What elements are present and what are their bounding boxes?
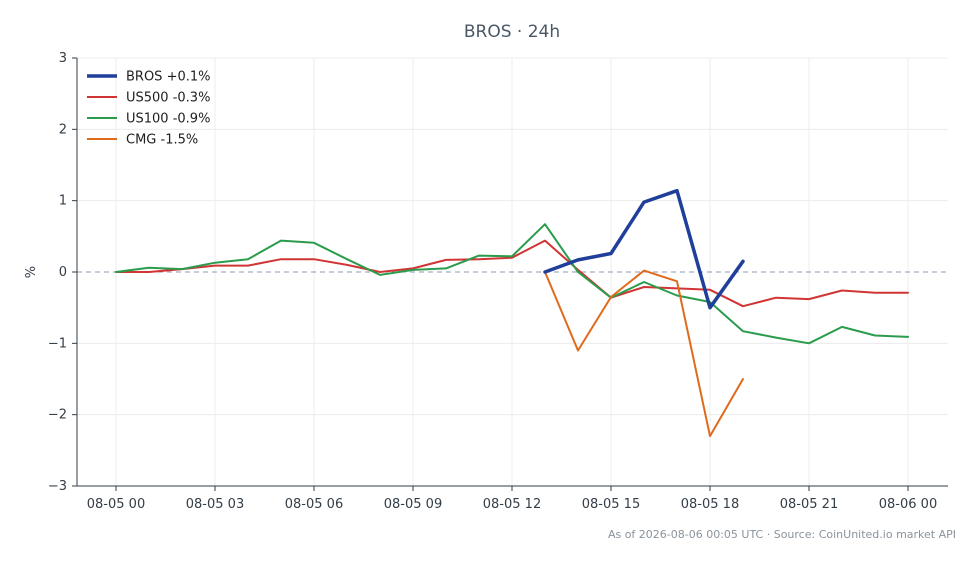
legend-label-bros: BROS +0.1%	[126, 70, 211, 85]
legend-label-us100: US100 -0.9%	[126, 112, 210, 127]
series-line-us100	[115, 223, 909, 345]
series-line-cmg	[544, 269, 744, 438]
x-tick-label: 08-05 21	[780, 497, 838, 512]
axes: 3 2 1 0 −1 −2 −3 08-05 00 08-05 03 08-05 06 08-05 …	[48, 51, 948, 512]
y-tick-label: −2	[48, 408, 67, 423]
y-tick-label: 0	[59, 265, 67, 280]
x-tick-label: 08-05 12	[483, 497, 541, 512]
source-note: As of 2026-08-06 00:05 UTC · Source: Coi…	[608, 528, 956, 541]
legend-label-us500: US500 -0.3%	[126, 91, 210, 106]
y-tick-label: 2	[59, 122, 67, 137]
y-tick-label: −1	[48, 336, 67, 351]
legend-label-cmg: CMG -1.5%	[126, 133, 198, 148]
series-line-us500	[115, 239, 909, 308]
legend: BROS +0.1% US500 -0.3% US100 -0.9% CMG -1.5…	[87, 70, 211, 148]
x-tick-label: 08-06 00	[879, 497, 937, 512]
chart-title: BROS · 24h	[464, 22, 560, 42]
y-tick-label: −3	[48, 479, 67, 494]
y-tick-label: 3	[59, 51, 67, 66]
x-tick-label: 08-05 06	[285, 497, 343, 512]
x-tick-label: 08-05 03	[186, 497, 244, 512]
x-tick-label: 08-05 15	[582, 497, 640, 512]
series-lines	[115, 188, 909, 438]
series-line-bros	[543, 188, 745, 310]
y-tick-label: 1	[59, 194, 67, 209]
x-tick-label: 08-05 09	[384, 497, 442, 512]
x-tick-label: 08-05 00	[87, 497, 145, 512]
x-tick-label: 08-05 18	[681, 497, 739, 512]
y-axis-label: %	[24, 266, 39, 278]
